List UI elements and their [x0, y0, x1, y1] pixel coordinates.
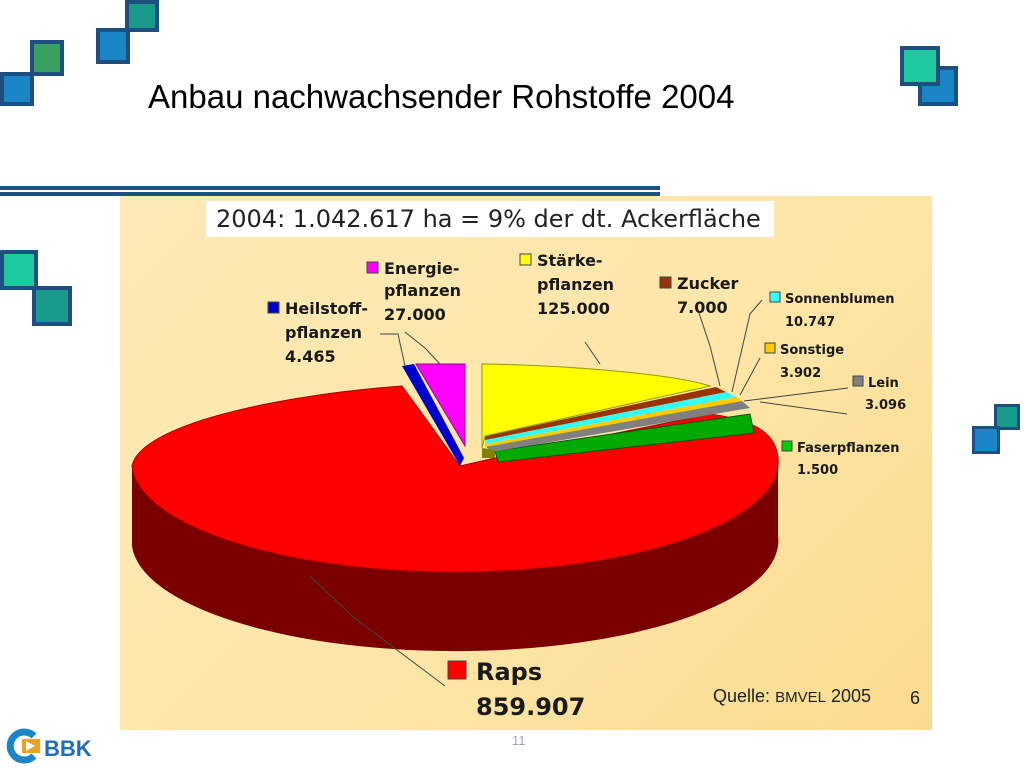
label-sonnenblumen-name: Sonnenblumen — [785, 292, 895, 307]
bbk-logo-icon — [6, 728, 40, 764]
label-raps-value: 859.907 — [476, 693, 585, 721]
label-energie-line1: Energie- — [384, 259, 460, 278]
panel-page-number: 6 — [910, 688, 921, 708]
label-heilstoff-value: 4.465 — [285, 347, 336, 366]
side-decoration-left — [0, 250, 80, 330]
label-energie-line2: pflanzen — [384, 281, 461, 300]
legend-marker-lein — [852, 375, 864, 387]
corner-decoration-top-left — [0, 0, 170, 110]
label-heilstoff-line2: pflanzen — [285, 323, 362, 342]
legend-marker-sonstige — [764, 342, 776, 354]
label-staerke-line1: Stärke- — [537, 251, 603, 270]
source-year: 2005 — [830, 686, 871, 706]
slice-staerke-side — [482, 448, 495, 458]
slice-heilstoff — [402, 364, 464, 466]
label-faserpflanzen-name: Faserpflanzen — [797, 441, 899, 456]
source-org: BMVEL — [775, 689, 826, 706]
source-note: Quelle: BMVEL 2005 — [713, 686, 871, 707]
label-lein-value: 3.096 — [865, 398, 906, 413]
label-faserpflanzen-value: 1.500 — [797, 463, 838, 478]
bbk-logo: BBK — [4, 728, 114, 764]
chart-panel: Energie- pflanzen 27.000 Heilstoff- pfla… — [120, 196, 932, 730]
slice-faserpflanzen — [494, 413, 755, 463]
pie-chart: Energie- pflanzen 27.000 Heilstoff- pfla… — [131, 251, 906, 721]
legend-marker-staerke — [519, 253, 532, 266]
slice-zucker — [485, 387, 726, 440]
label-energie-value: 27.000 — [384, 305, 446, 324]
label-zucker-value: 7.000 — [677, 298, 728, 317]
slice-sonstige — [485, 397, 742, 447]
corner-decoration-top-right — [900, 46, 970, 116]
label-lein-name: Lein — [868, 376, 899, 391]
slice-lein — [485, 401, 750, 452]
label-heilstoff-line1: Heilstoff- — [285, 299, 368, 318]
side-decoration-right — [972, 404, 1024, 456]
slide-title: Anbau nachwachsender Rohstoffe 2004 — [148, 78, 735, 115]
label-staerke-line2: pflanzen — [537, 275, 614, 294]
label-sonnenblumen-value: 10.747 — [785, 315, 835, 330]
source-prefix: Quelle: — [713, 686, 771, 706]
legend-marker-heilstoff — [267, 301, 280, 314]
label-zucker-name: Zucker — [677, 274, 739, 293]
slice-sonnenblumen — [485, 392, 736, 444]
slice-energie — [415, 363, 466, 448]
bbk-logo-text: BBK — [44, 736, 92, 761]
label-sonstige-name: Sonstige — [780, 343, 844, 358]
legend-marker-energie — [366, 261, 379, 274]
chart-title: 2004: 1.042.617 ha = 9% der dt. Ackerflä… — [206, 201, 774, 237]
slice-raps — [131, 385, 779, 573]
slice-raps-side — [132, 454, 779, 652]
label-raps-name: Raps — [476, 658, 542, 686]
label-sonstige-value: 3.902 — [780, 366, 821, 381]
legend-marker-raps — [447, 660, 467, 680]
leader-lines — [309, 299, 849, 687]
legend-marker-faserpflanzen — [781, 440, 793, 452]
page-number: 11 — [512, 733, 526, 748]
slice-staerke — [481, 363, 712, 449]
legend-marker-sonnenblumen — [769, 291, 781, 303]
title-underline — [0, 186, 660, 196]
legend-marker-zucker — [659, 276, 672, 289]
label-staerke-value: 125.000 — [537, 299, 610, 318]
